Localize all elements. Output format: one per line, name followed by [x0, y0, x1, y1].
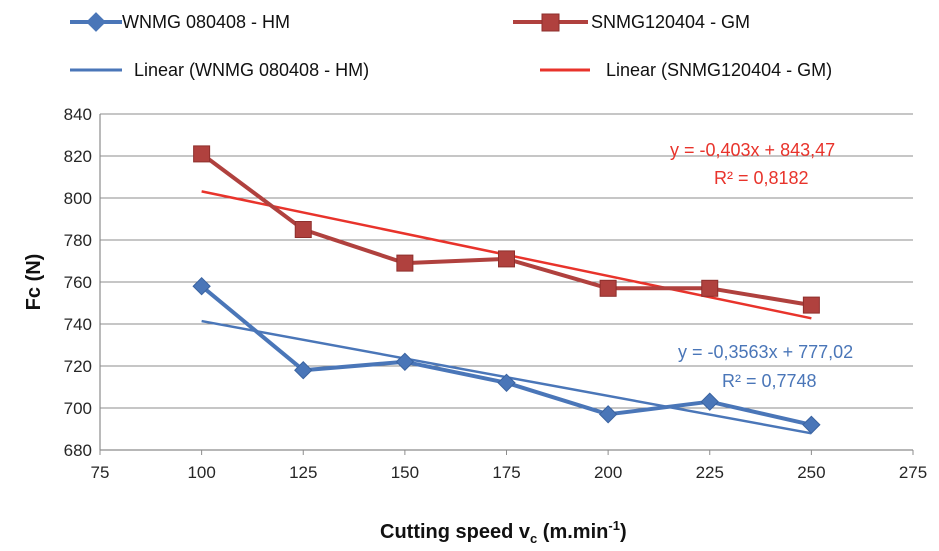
- x-tick-label: 100: [187, 463, 215, 482]
- data-point: [193, 145, 211, 163]
- x-axis-title-main: Cutting speed v: [380, 521, 531, 543]
- x-tick-label: 275: [899, 463, 927, 482]
- legend-item-linear-snmg: Linear (SNMG120404 - GM): [540, 60, 832, 80]
- data-point: [395, 352, 415, 371]
- data-point: [701, 279, 719, 297]
- axes: [99, 114, 914, 455]
- data-point: [396, 254, 414, 272]
- legend-label-snmg: SNMG120404 - GM: [591, 12, 750, 32]
- y-tick-label: 820: [64, 147, 92, 166]
- y-tick-label: 700: [64, 399, 92, 418]
- y-tick-label: 740: [64, 315, 92, 334]
- equation-snmg: y = -0,403x + 843,47: [670, 140, 835, 160]
- legend-label-linear-wnmg: Linear (WNMG 080408 - HM): [134, 60, 369, 80]
- x-tick-label: 225: [696, 463, 724, 482]
- legend-label-wnmg: WNMG 080408 - HM: [122, 12, 290, 32]
- y-tick-label: 720: [64, 357, 92, 376]
- legend-marker-wnmg: [86, 12, 106, 32]
- data-point: [700, 392, 719, 411]
- y-axis-title: Fc (N): [23, 254, 45, 311]
- x-axis-title-unit: (m.min: [537, 521, 608, 543]
- data-point: [294, 361, 313, 380]
- x-tick-label: 175: [492, 463, 520, 482]
- r2-snmg: R² = 0,8182: [714, 168, 809, 188]
- legend-item-linear-wnmg: Linear (WNMG 080408 - HM): [70, 60, 369, 80]
- data-point: [497, 373, 516, 392]
- x-axis-title-superscript: -1: [608, 518, 620, 533]
- legend-label-linear-snmg: Linear (SNMG120404 - GM): [606, 60, 832, 80]
- x-axis-title: Cutting speed vc (m.min-1): [380, 518, 627, 546]
- data-point: [802, 296, 820, 314]
- data-point: [192, 277, 211, 296]
- data-point: [599, 279, 617, 297]
- legend-item-wnmg: WNMG 080408 - HM: [70, 12, 290, 32]
- legend-item-snmg: SNMG120404 - GM: [513, 12, 750, 32]
- x-tick-label: 150: [391, 463, 419, 482]
- y-tick-label: 800: [64, 189, 92, 208]
- r2-wnmg: R² = 0,7748: [722, 371, 817, 391]
- x-tick-label: 250: [797, 463, 825, 482]
- equation-wnmg: y = -0,3563x + 777,02: [678, 342, 853, 362]
- x-axis-title-close: ): [620, 521, 627, 543]
- y-tick-label: 760: [64, 273, 92, 292]
- trendlines: [201, 190, 812, 435]
- legend-marker-snmg: [541, 13, 560, 32]
- series-group: [192, 145, 821, 434]
- y-tick-label: 680: [64, 441, 92, 460]
- x-tick-label: 200: [594, 463, 622, 482]
- x-tick-label: 125: [289, 463, 317, 482]
- data-point: [598, 405, 618, 424]
- y-tick-label: 780: [64, 231, 92, 250]
- tick-labels: 680 700 720 740 760 780 800 820 840 75 100 125 150 17…: [64, 105, 928, 482]
- data-point: [802, 415, 821, 434]
- x-axis-title-subscript: c: [530, 531, 537, 546]
- y-tick-label: 840: [64, 105, 92, 124]
- legend: WNMG 080408 - HM SNMG120404 - GM Linear …: [70, 12, 832, 80]
- data-point: [294, 221, 312, 238]
- x-tick-label: 75: [91, 463, 110, 482]
- data-point: [498, 250, 515, 268]
